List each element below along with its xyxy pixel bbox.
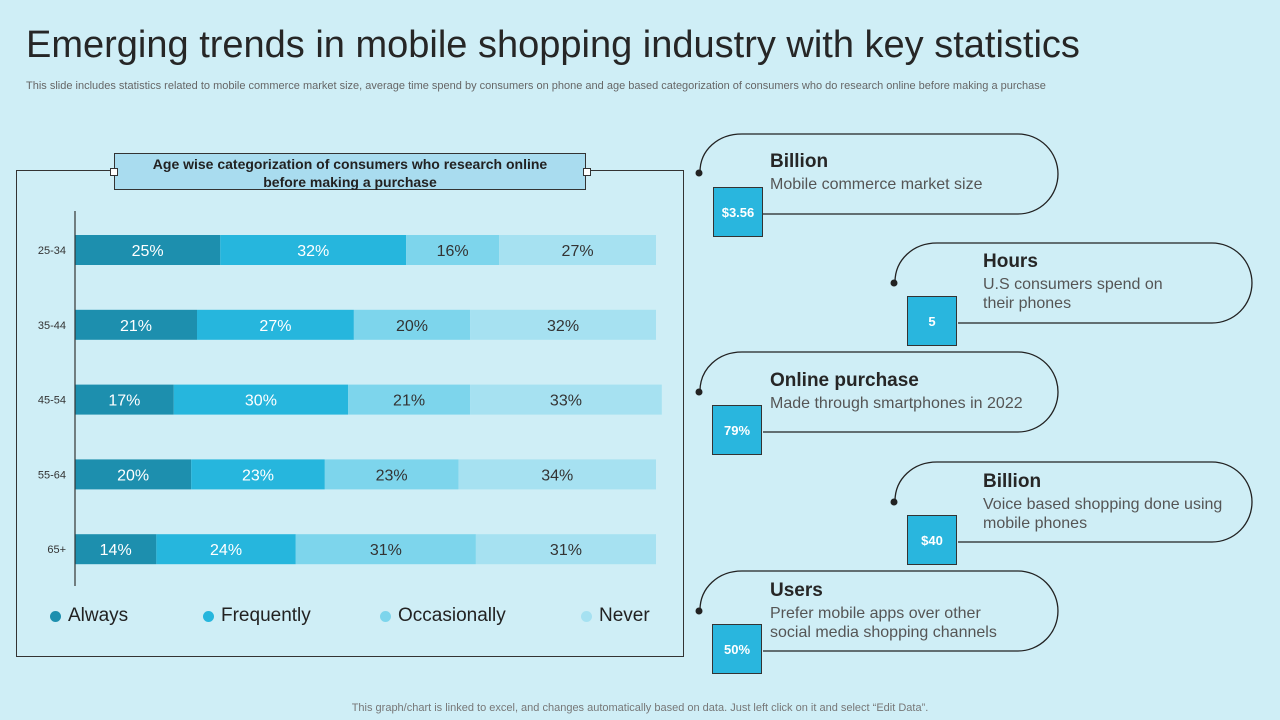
- stat-value-box-1: $3.56: [713, 187, 763, 237]
- bar-segment: [156, 534, 296, 565]
- chart-title-line-1: Age wise categorization of consumers who…: [152, 156, 548, 172]
- legend-label-frequently: Frequently: [221, 605, 311, 626]
- data-label: 17%: [108, 393, 140, 410]
- bar-segment: [75, 459, 192, 490]
- chart-title: Age wise categorization of consumers who…: [114, 153, 586, 190]
- stat-description-1: Mobile commerce market size: [770, 176, 983, 193]
- stat-dot-2: [890, 279, 898, 287]
- stat-heading-4: Billion: [983, 471, 1042, 492]
- stat-dot-1: [695, 169, 703, 177]
- stat-description-3: Made through smartphones in 2022: [770, 395, 1023, 412]
- chart-title-handle-left: [110, 168, 118, 176]
- stat-outline-2: [894, 242, 1253, 324]
- data-label: 32%: [297, 243, 329, 260]
- stat-outline-3: [699, 351, 1059, 433]
- bar-segment: [75, 309, 198, 340]
- chart-title-line-2: before making a purchase: [263, 174, 437, 190]
- stat-dot-5: [695, 607, 703, 615]
- stat-heading-1: Billion: [770, 151, 829, 172]
- stat-outline-5: [699, 570, 1059, 652]
- data-label: 31%: [370, 542, 402, 559]
- data-label: 21%: [120, 318, 152, 335]
- bar-segment: [75, 384, 174, 415]
- page-subtitle: This slide includes statistics related t…: [26, 80, 1046, 92]
- stat-description-5: Prefer mobile apps over other social med…: [770, 605, 997, 641]
- data-label: 23%: [376, 467, 408, 484]
- stat-heading-5: Users: [770, 580, 823, 601]
- data-label: 25%: [132, 243, 164, 260]
- bar-segment: [353, 309, 471, 340]
- footer-note: This graph/chart is linked to excel, and…: [351, 702, 929, 714]
- data-label: 27%: [562, 243, 594, 260]
- data-label: 31%: [550, 542, 582, 559]
- page-title: Emerging trends in mobile shopping indus…: [26, 24, 1080, 66]
- bar-segment: [295, 534, 476, 565]
- legend-swatch-occasionally: [380, 610, 391, 622]
- stat-heading-3: Online purchase: [770, 370, 919, 391]
- bar-segment: [499, 235, 656, 265]
- legend-swatch-always: [50, 610, 61, 622]
- legend-swatch-never: [581, 610, 592, 622]
- stat-description-4: Voice based shopping done using mobile p…: [983, 496, 1223, 532]
- stat-outline-1: [699, 133, 1059, 215]
- stat-dot-3: [695, 388, 703, 396]
- data-label: 20%: [117, 467, 149, 484]
- legend-item-frequently: Frequently: [203, 604, 311, 628]
- bar-segment: [475, 534, 656, 565]
- stat-description-2: U.S consumers spend on their phones: [983, 276, 1163, 312]
- data-label: 16%: [437, 243, 469, 260]
- bar-segment: [348, 384, 471, 415]
- data-label: 34%: [541, 467, 573, 484]
- legend-item-never: Never: [581, 604, 650, 628]
- bar-segment: [191, 459, 325, 490]
- bar-segment: [458, 459, 656, 490]
- legend-label-never: Never: [599, 605, 650, 626]
- stat-outline-4: [894, 461, 1253, 543]
- data-label: 24%: [210, 542, 242, 559]
- bar-segment: [406, 235, 500, 265]
- data-label: 32%: [547, 318, 579, 335]
- bar-segment: [197, 309, 354, 340]
- legend-swatch-frequently: [203, 610, 214, 622]
- bar-segment: [75, 534, 157, 565]
- data-label: 27%: [259, 318, 291, 335]
- stat-heading-2: Hours: [983, 251, 1038, 272]
- stat-value-box-2: 5: [907, 296, 957, 346]
- stat-dot-4: [890, 498, 898, 506]
- category-label: 25-34: [38, 245, 66, 257]
- bar-segment: [75, 235, 221, 265]
- bar-segment: [470, 309, 656, 340]
- legend-item-occasionally: Occasionally: [380, 604, 506, 628]
- data-label: 30%: [245, 393, 277, 410]
- bar-segment: [470, 384, 662, 415]
- data-label: 21%: [393, 393, 425, 410]
- legend-item-always: Always: [50, 604, 128, 628]
- category-label: 35-44: [38, 320, 66, 332]
- stat-value-box-4: $40: [907, 515, 957, 565]
- category-label: 45-54: [38, 395, 66, 407]
- category-label: 65+: [47, 544, 66, 556]
- stat-value-box-3: 79%: [712, 405, 762, 455]
- data-label: 20%: [396, 318, 428, 335]
- bar-segment: [220, 235, 407, 265]
- category-label: 55-64: [38, 469, 66, 481]
- bar-segment: [324, 459, 459, 490]
- data-label: 14%: [100, 542, 132, 559]
- legend-label-occasionally: Occasionally: [398, 605, 506, 626]
- bar-segment: [173, 384, 349, 415]
- data-label: 33%: [550, 393, 582, 410]
- stat-value-box-5: 50%: [712, 624, 762, 674]
- chart-title-handle-right: [583, 168, 591, 176]
- data-label: 23%: [242, 467, 274, 484]
- legend-label-always: Always: [68, 605, 129, 626]
